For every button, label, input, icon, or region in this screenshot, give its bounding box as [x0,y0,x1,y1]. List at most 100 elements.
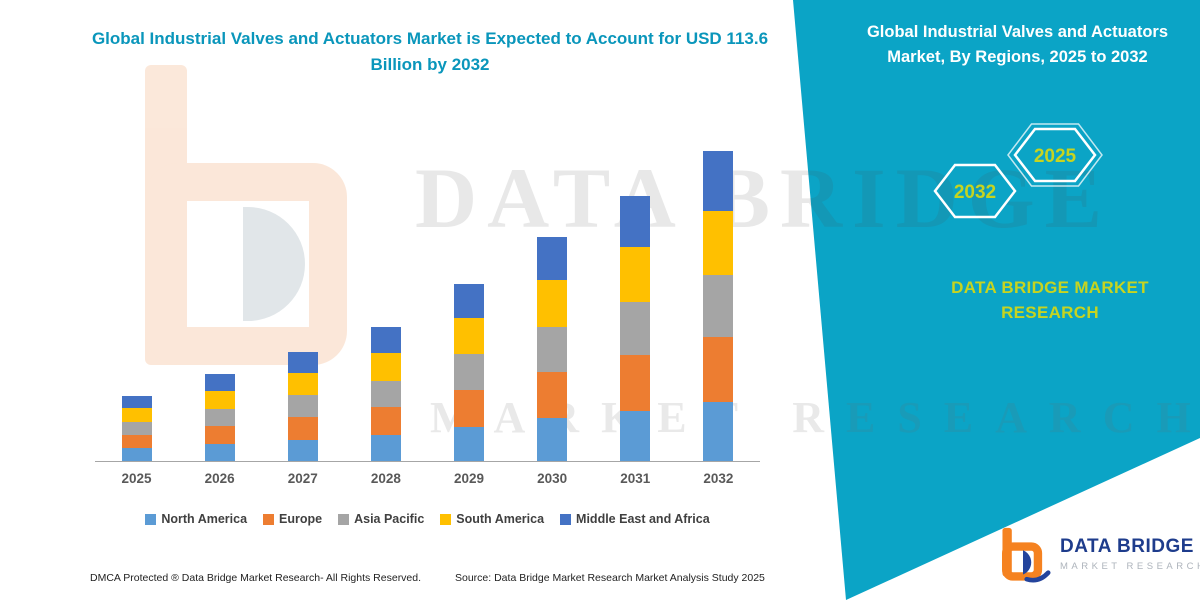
hexagon-year-2025-label: 2025 [1034,146,1077,167]
segment-asia-pacific-2027 [287,395,318,418]
legend-item-north-america: North America [145,512,247,526]
segment-south-america-2026 [204,390,235,409]
segment-middle-east-and-africa-2030 [537,237,568,281]
stacked-bar-2026 [204,373,235,461]
legend-item-asia-pacific: Asia Pacific [338,512,424,526]
stacked-bar-2025 [121,395,152,461]
x-label-2027: 2027 [287,471,318,486]
segment-middle-east-and-africa-2032 [703,151,734,211]
hexagon-2032 [933,163,1017,219]
segment-south-america-2032 [703,210,734,275]
plot-area [95,147,760,462]
watermark-logo-stem [145,65,187,365]
legend-label-south-america: South America [456,512,545,526]
segment-north-america-2031 [620,410,651,461]
bar-column-2030 [511,147,594,461]
bar-column-2029 [428,147,511,461]
segment-europe-2031 [620,354,651,411]
stacked-bar-2031 [620,196,651,461]
segment-europe-2028 [370,407,401,436]
stacked-bar-2028 [370,327,401,461]
legend-label-north-america: North America [161,512,248,526]
legend-label-europe: Europe [279,512,323,526]
stacked-bar-2032 [703,151,734,461]
hexagon-years-graphic: 2032 2025 [933,123,1103,219]
bar-column-2031 [594,147,677,461]
databridge-logo-icon [1002,527,1051,583]
segment-south-america-2025 [121,408,152,422]
legend-swatch-asia-pacific [338,513,350,525]
segment-asia-pacific-2029 [454,354,485,390]
stacked-bar-2030 [537,237,568,461]
x-label-2025: 2025 [121,471,152,486]
segment-middle-east-and-africa-2028 [370,327,401,353]
segment-europe-2025 [121,434,152,449]
segment-middle-east-and-africa-2029 [454,283,485,318]
hexagon-2025-outer [1007,123,1103,187]
segment-north-america-2028 [370,435,401,461]
segment-asia-pacific-2031 [620,301,651,355]
x-label-2031: 2031 [620,471,651,486]
databridge-logo: DATA BRIDGE MARKET RESEARCH [995,524,1200,584]
segment-north-america-2026 [204,444,235,461]
legend-item-middle-east-and-africa: Middle East and Africa [560,512,710,526]
segment-middle-east-and-africa-2025 [121,395,152,409]
segment-asia-pacific-2026 [204,408,235,427]
segment-europe-2029 [454,389,485,428]
chart-title: Global Industrial Valves and Actuators M… [91,29,769,74]
source-note: Source: Data Bridge Market Research Mark… [455,572,765,584]
bar-column-2026 [178,147,261,461]
segment-north-america-2027 [287,440,318,461]
brand-text: DATA BRIDGE MARKET RESEARCH [951,278,1149,322]
bar-column-2032 [677,147,760,461]
segment-south-america-2028 [370,352,401,381]
segment-asia-pacific-2025 [121,421,152,435]
segment-north-america-2032 [703,402,734,461]
watermark-logo [145,65,360,365]
segment-middle-east-and-africa-2026 [204,373,235,391]
segment-asia-pacific-2030 [537,326,568,372]
logo-name: DATA BRIDGE [1060,536,1194,557]
x-label-2029: 2029 [454,471,485,486]
segment-south-america-2029 [454,317,485,355]
segment-asia-pacific-2028 [370,380,401,408]
segment-middle-east-and-africa-2031 [620,196,651,247]
segment-north-america-2030 [537,418,568,461]
segment-south-america-2031 [620,246,651,302]
x-label-2030: 2030 [537,471,568,486]
segment-europe-2027 [287,417,318,440]
dmca-notice: DMCA Protected ® Data Bridge Market Rese… [90,572,422,584]
databridge-logo-text: DATA BRIDGE MARKET RESEARCH [1060,536,1200,572]
segment-asia-pacific-2032 [703,274,734,337]
stacked-bar-2027 [287,351,318,461]
legend-label-middle-east-and-africa: Middle East and Africa [576,512,710,526]
segment-europe-2026 [204,426,235,445]
x-label-2032: 2032 [703,471,734,486]
segment-middle-east-and-africa-2027 [287,351,318,373]
legend-item-south-america: South America [440,512,544,526]
stacked-bar-2029 [454,283,485,461]
segment-south-america-2030 [537,280,568,327]
segment-south-america-2027 [287,372,318,396]
bar-column-2027 [261,147,344,461]
right-panel-title: Global Industrial Valves and Actuators M… [866,23,1169,66]
x-axis-labels: 2025 2026 2027 2028 2029 2030 2031 2032 [95,471,760,486]
legend-item-europe: Europe [263,512,322,526]
x-label-2026: 2026 [204,471,235,486]
legend-swatch-europe [263,513,275,525]
bar-column-2028 [344,147,427,461]
watermark-logo-box [145,163,347,365]
bar-column-2025 [95,147,178,461]
segment-europe-2030 [537,371,568,419]
legend-label-asia-pacific: Asia Pacific [354,512,425,526]
logo-tagline: MARKET RESEARCH [1060,561,1200,572]
segment-europe-2032 [703,336,734,403]
legend-swatch-south-america [440,513,452,525]
segment-north-america-2025 [121,448,152,461]
legend-swatch-middle-east-and-africa [560,513,572,525]
x-label-2028: 2028 [370,471,401,486]
hexagon-2025 [1013,127,1097,183]
hexagon-year-2032-label: 2032 [954,182,996,203]
legend-swatch-north-america [145,513,157,525]
